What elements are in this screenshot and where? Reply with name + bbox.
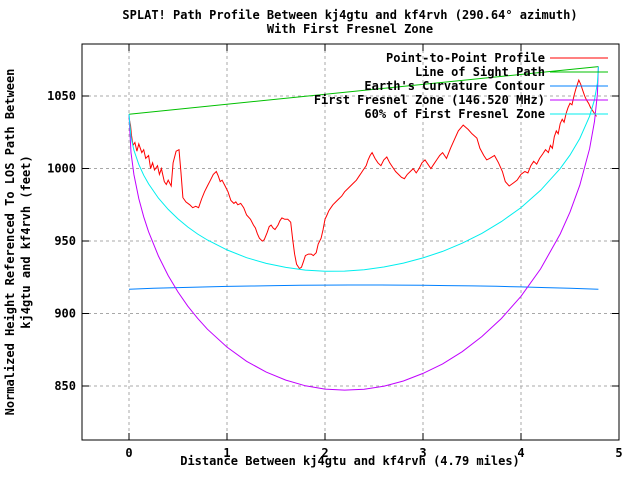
y-tick-label: 850 [54,379,76,393]
series-line-line-of-sight-path [128,66,599,115]
series-line-60-of-first-fresnel-zone [128,66,599,272]
x-tick-label: 3 [419,446,426,460]
series-line-first-fresnel-zone-146-520-mhz [128,66,599,391]
y-axis-label-line1: Normalized Height Referenced To LOS Path… [3,69,17,416]
legend-label: Point-to-Point Profile [386,51,545,65]
x-tick-label: 0 [125,446,132,460]
chart-title-line1: SPLAT! Path Profile Between kj4gtu and k… [122,8,577,22]
series-layer [128,66,599,391]
series-line-earth-s-curvature-contour [128,284,599,290]
x-tick-label: 4 [517,446,524,460]
legend-label: 60% of First Fresnel Zone [364,107,545,121]
y-axis-label-line2: kj4gtu and kf4rvh (feet) [19,155,33,328]
y-tick-label: 900 [54,307,76,321]
chart-title-line2: With First Fresnel Zone [267,22,433,36]
y-tick-label: 950 [54,234,76,248]
axes-layer: 0 1 2 3 4 5 850 900 950 1000 1050 [47,43,623,460]
x-axis-label: Distance Between kj4gtu and kf4rvh (4.79… [180,454,520,468]
legend-label: Line of Sight Path [415,65,545,79]
x-tick-label: 5 [615,446,622,460]
x-tick-label: 2 [321,446,328,460]
plot-border [81,43,620,441]
y-tick-label: 1050 [47,89,76,103]
series-line-point-to-point-profile [128,78,597,270]
legend-label: First Fresnel Zone (146.520 MHz) [314,93,545,107]
x-tick-label: 1 [223,446,230,460]
y-tick-label: 1000 [47,162,76,176]
legend-label: Earth's Curvature Contour [364,79,545,93]
